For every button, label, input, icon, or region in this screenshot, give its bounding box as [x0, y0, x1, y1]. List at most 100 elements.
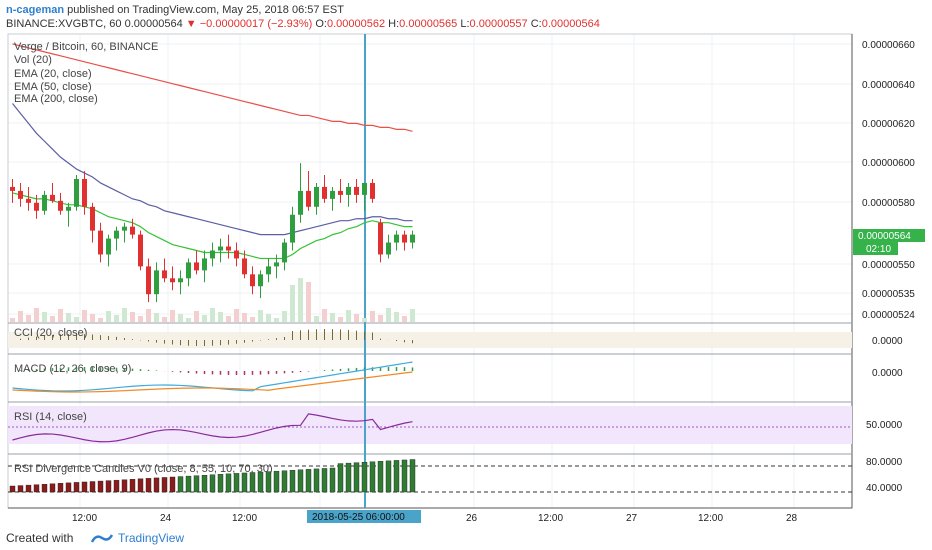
volume-bar	[258, 310, 263, 322]
candle-body	[18, 190, 23, 199]
footer-brand-link[interactable]: TradingView	[118, 531, 185, 545]
legend-vol: Vol (20)	[14, 54, 52, 66]
rsidiv-candle	[201, 475, 208, 493]
candle-body	[138, 234, 143, 267]
rsidiv-candle	[193, 475, 200, 493]
cci-title: CCI (20, close)	[14, 327, 87, 339]
volume-bar	[354, 314, 359, 322]
candle-body	[34, 202, 39, 211]
price-change: −0.00000017 (−2.93%)	[199, 18, 313, 30]
volume-bar	[386, 308, 391, 322]
volume-bar	[210, 308, 215, 322]
rsidiv-axis-top: 80.0000	[866, 457, 903, 468]
volume-bar	[18, 311, 23, 322]
last-price: 0.00000564	[124, 18, 183, 30]
rsidiv-candle	[305, 469, 312, 493]
candle-body	[98, 230, 103, 255]
candle-body	[290, 214, 295, 243]
candle-body	[386, 242, 391, 255]
time-tick: 24	[160, 513, 172, 524]
rsidiv-candle	[409, 459, 416, 493]
price-tick: 0.00000660	[862, 40, 915, 51]
rsidiv-candle	[57, 483, 64, 493]
candle-body	[50, 194, 55, 201]
candle-body	[154, 270, 159, 295]
candle-body	[162, 270, 167, 279]
candle-body	[338, 190, 343, 195]
candle-body	[90, 206, 95, 231]
rsidiv-candle	[113, 479, 120, 493]
symbol-label: BINANCE:XVGBTC, 60	[6, 18, 122, 30]
volume-bar	[370, 311, 375, 322]
rsidiv-candle	[273, 470, 280, 493]
rsidiv-candle	[137, 478, 144, 493]
rsidiv-candle	[345, 462, 352, 493]
low-label: L:	[460, 18, 470, 30]
volume-bar	[138, 316, 143, 322]
candle-body	[410, 234, 415, 243]
indicator-panes	[9, 329, 416, 493]
volume-bar	[290, 285, 295, 322]
candle-body	[306, 190, 311, 207]
candle-body	[194, 262, 199, 271]
volume-bar	[282, 311, 287, 322]
volume-bar	[82, 310, 87, 322]
volume-bar	[362, 318, 367, 322]
publish-text: published on TradingView.com, May 25, 20…	[67, 4, 344, 16]
rsidiv-candle	[225, 473, 232, 493]
rsidiv-candle	[241, 472, 248, 493]
pane-backgrounds	[7, 33, 853, 509]
time-tick: 27	[626, 513, 638, 524]
countdown-label: 02:10	[866, 244, 891, 255]
volume-bar	[274, 318, 279, 322]
volume-bar	[202, 315, 207, 322]
candle-body	[266, 266, 271, 275]
author-link[interactable]: n-cageman	[6, 4, 65, 16]
candle-body	[26, 198, 31, 203]
volume-bar	[402, 316, 407, 322]
rsidiv-candle	[65, 482, 72, 493]
volume-bar	[90, 314, 95, 322]
rsidiv-candle	[49, 483, 56, 493]
candle-body	[362, 182, 367, 195]
volume-bar	[146, 309, 151, 322]
time-tick: 12:00	[72, 513, 97, 524]
rsidiv-candle	[401, 459, 408, 493]
rsidiv-candle	[249, 472, 256, 493]
open-label: O:	[315, 18, 327, 30]
rsidiv-candle	[257, 471, 264, 493]
rsidiv-candle	[145, 478, 152, 493]
volume-bar	[378, 315, 383, 322]
rsidiv-candle	[313, 468, 320, 493]
ema50-line	[12, 103, 413, 236]
candle-body	[10, 186, 15, 191]
close-label: C:	[530, 18, 542, 30]
rsidiv-candle	[73, 482, 80, 493]
volume-bar	[58, 309, 63, 322]
rsidiv-candle	[385, 460, 392, 493]
time-tick: 12:00	[538, 513, 563, 524]
volume-bar	[314, 316, 319, 322]
candle-body	[314, 186, 319, 207]
candle-body	[394, 234, 399, 243]
price-tick: 0.00000524	[862, 310, 915, 321]
rsidiv-axis-bottom: 40.0000	[866, 483, 903, 494]
price-tick: 0.00000620	[862, 119, 915, 130]
candle-body	[218, 246, 223, 251]
candle-body	[402, 234, 407, 243]
symbol-line: BINANCE:XVGBTC, 60 0.00000564 ▼ −0.00000…	[6, 18, 600, 30]
volume-bar	[298, 278, 303, 322]
rsidiv-candle	[105, 480, 112, 493]
rsidiv-candle	[121, 479, 128, 493]
rsidiv-candle	[281, 470, 288, 493]
volume-bar	[42, 312, 47, 322]
volume-bar	[122, 308, 127, 322]
candle-body	[186, 262, 191, 279]
rsidiv-candle	[393, 460, 400, 493]
volume-bar	[346, 310, 351, 322]
candle-body	[274, 262, 279, 267]
candle-body	[42, 194, 47, 211]
low-value: 0.00000557	[469, 18, 528, 30]
rsidiv-candle	[33, 484, 40, 493]
